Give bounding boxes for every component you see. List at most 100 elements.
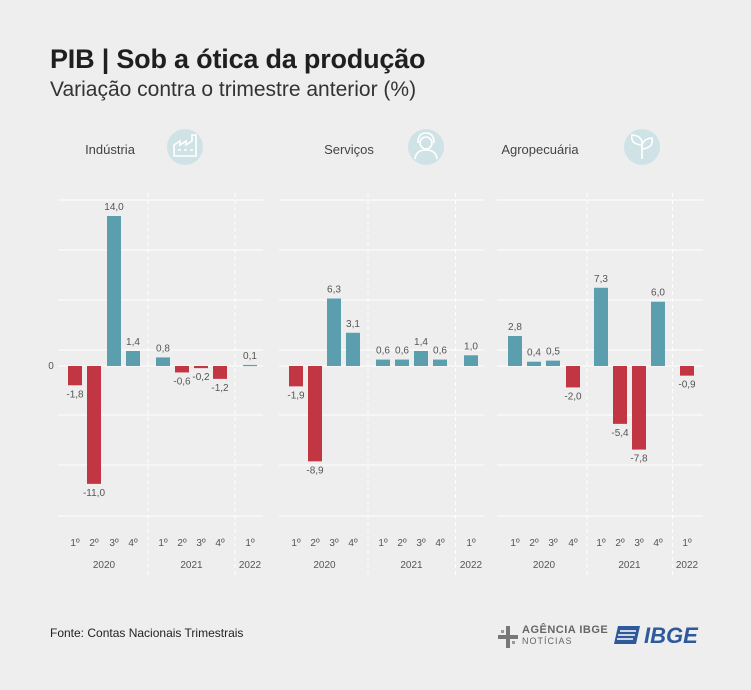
bar (680, 366, 694, 376)
year-label: 2020 (533, 560, 556, 571)
data-label: 0,6 (433, 346, 447, 357)
tick-label: 4º (568, 538, 578, 549)
year-label: 2021 (400, 560, 423, 571)
year-label: 2020 (313, 560, 336, 571)
bar (327, 298, 341, 366)
tick-label: 2º (89, 538, 99, 549)
bar (156, 357, 170, 366)
tick-label: 2º (529, 538, 539, 549)
data-label: 0,8 (156, 343, 170, 354)
data-label: -8,9 (306, 465, 324, 476)
panel-title: Indústria (85, 142, 136, 157)
tick-label: 2º (397, 538, 407, 549)
tick-label: 1º (510, 538, 520, 549)
tick-label: 1º (682, 538, 692, 549)
factory-icon-shape (173, 134, 197, 157)
year-label: 2022 (676, 560, 699, 571)
bar (464, 355, 478, 366)
plant-icon (630, 134, 654, 159)
tick-label: 1º (596, 538, 606, 549)
person-icon-body (414, 149, 438, 160)
agencia-logo-subtext: NOTÍCIAS (522, 636, 573, 646)
data-label: 3,1 (346, 319, 360, 330)
data-label: 2,8 (508, 322, 522, 333)
bar (308, 366, 322, 462)
person-icon-bg (408, 129, 444, 165)
tick-label: 3º (329, 538, 339, 549)
bar (194, 366, 208, 369)
bar (243, 364, 257, 367)
year-label: 2020 (93, 560, 116, 571)
panel-title: Serviços (324, 142, 374, 157)
chart-area: Indústria -1,8 1º -11,0 2º 14,0 3º 1,4 4º 0,8 1º -0… (48, 129, 703, 578)
panel-industria (58, 129, 263, 578)
data-label: -0,6 (173, 376, 191, 387)
data-label: 14,0 (104, 202, 124, 213)
data-label: 1,0 (464, 341, 478, 352)
data-label: -1,9 (287, 390, 305, 401)
person-icon-headset (417, 132, 435, 144)
bar (433, 359, 447, 366)
page-subtitle: Variação contra o trimestre anterior (%) (50, 78, 417, 101)
bar (175, 366, 189, 373)
data-label: 0,5 (546, 347, 560, 358)
year-label: 2021 (618, 560, 641, 571)
tick-label: 4º (435, 538, 445, 549)
tick-label: 3º (416, 538, 426, 549)
bar (107, 216, 121, 366)
data-label: -11,0 (83, 488, 105, 499)
ibge-globe-icon (614, 626, 640, 644)
tick-label: 1º (291, 538, 301, 549)
agencia-ibge-icon (498, 626, 518, 648)
agencia-ibge-logo: AGÊNCIA IBGE NOTÍCIAS (522, 625, 608, 647)
bar (213, 366, 227, 379)
tick-label: 1º (70, 538, 80, 549)
bar (346, 332, 360, 366)
bar (546, 360, 560, 366)
agencia-logo-text: AGÊNCIA IBGE (522, 624, 609, 636)
tick-label: 1º (378, 538, 388, 549)
tick-label: 2º (177, 538, 187, 549)
tick-label: 3º (548, 538, 558, 549)
bar (414, 351, 428, 366)
panel-agropecuaria (497, 129, 703, 578)
bar (126, 351, 140, 366)
zero-axis-label: 0 (48, 361, 54, 372)
data-label: -1,2 (211, 383, 229, 394)
data-label: 0,1 (243, 351, 257, 362)
data-label: 6,3 (327, 285, 341, 296)
data-label: -2,0 (564, 391, 582, 402)
bar (87, 366, 101, 484)
data-label: 6,0 (651, 288, 665, 299)
data-label: -1,8 (66, 389, 84, 400)
person-icon (414, 132, 438, 160)
bar (651, 301, 665, 366)
panel-title: Agropecuária (501, 142, 579, 157)
tick-label: 1º (245, 538, 255, 549)
tick-label: 3º (634, 538, 644, 549)
data-label: 0,4 (527, 348, 541, 359)
tick-label: 3º (196, 538, 206, 549)
data-label: -0,9 (678, 380, 696, 391)
tick-label: 2º (310, 538, 320, 549)
plant-icon-leaf-right (641, 137, 654, 150)
data-label: 0,6 (395, 346, 409, 357)
year-label: 2022 (460, 560, 483, 571)
tick-label: 4º (215, 538, 225, 549)
data-label: 7,3 (594, 274, 608, 285)
tick-label: 3º (109, 538, 119, 549)
factory-icon (173, 134, 197, 157)
year-label: 2022 (239, 560, 262, 571)
tick-label: 1º (466, 538, 476, 549)
data-label: 1,4 (126, 337, 140, 348)
plant-icon-leaf-left (630, 134, 643, 146)
ibge-logo: IBGE (644, 623, 698, 648)
bar (594, 287, 608, 366)
data-label: 1,4 (414, 337, 428, 348)
bar (566, 366, 580, 388)
tick-label: 1º (158, 538, 168, 549)
tick-label: 4º (128, 538, 138, 549)
source-note: Fonte: Contas Nacionais Trimestrais (50, 626, 244, 640)
bar (68, 366, 82, 386)
